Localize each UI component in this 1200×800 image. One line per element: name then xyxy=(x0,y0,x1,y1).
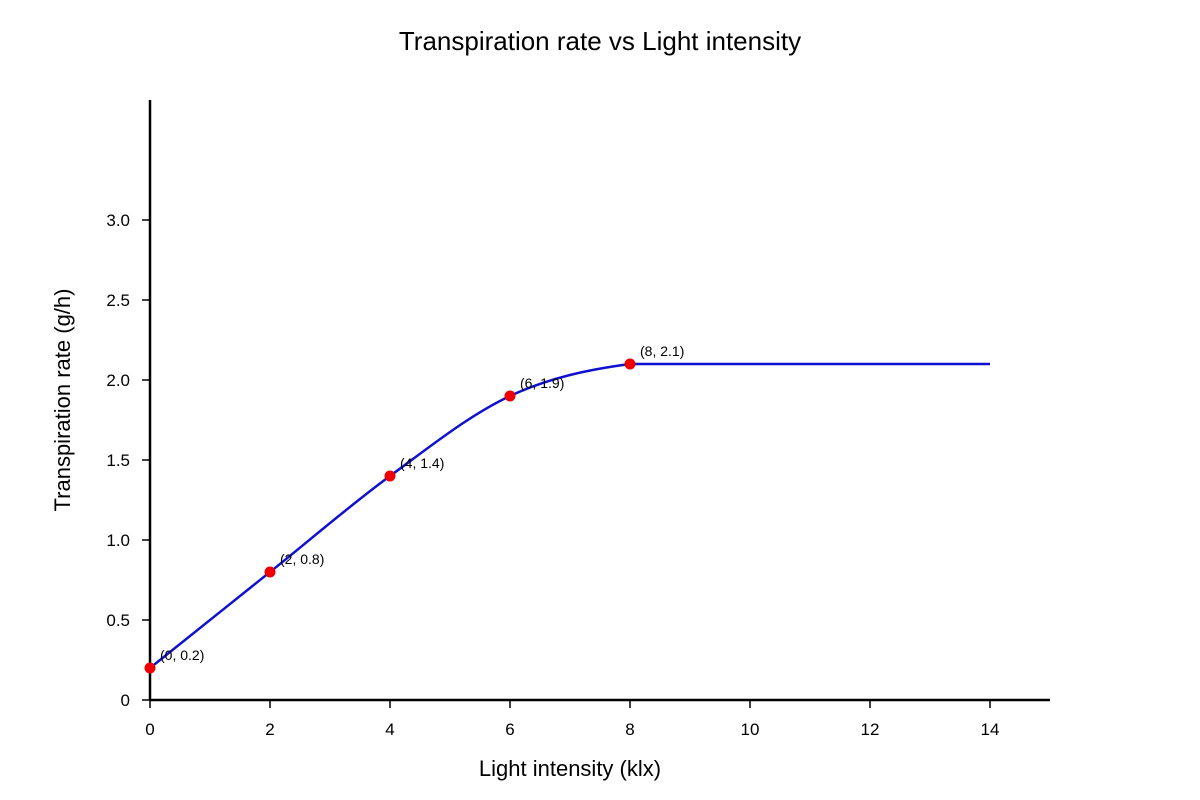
data-point xyxy=(504,390,516,402)
data-label: (4, 1.4) xyxy=(400,455,444,471)
x-tick-label: 10 xyxy=(741,720,760,739)
chart-title: Transpiration rate vs Light intensity xyxy=(399,26,801,56)
x-tick-label: 0 xyxy=(145,720,154,739)
curve-layer xyxy=(149,362,990,669)
y-axis-label: Transpiration rate (g/h) xyxy=(50,289,75,512)
x-tick-label: 2 xyxy=(265,720,274,739)
axes xyxy=(148,100,1050,702)
points-layer: (0, 0.2) (2, 0.8) (4, 1.4) (6, 1.9) (8, 2.1) xyxy=(144,343,684,674)
data-point xyxy=(384,470,396,482)
data-label: (0, 0.2) xyxy=(160,647,204,663)
y-tick-label: 2.5 xyxy=(106,291,130,310)
ticks: 0 2 4 6 8 10 12 14 0 0.5 1.0 1.5 2.0 2.5 3.0 xyxy=(106,211,999,739)
x-tick-label: 6 xyxy=(505,720,514,739)
x-axis-label: Light intensity (klx) xyxy=(479,756,661,781)
x-tick-label: 8 xyxy=(625,720,634,739)
y-tick-label: 2.0 xyxy=(106,371,130,390)
series-line xyxy=(149,362,990,669)
y-tick-label: 0.5 xyxy=(106,611,130,630)
data-point xyxy=(624,358,636,370)
x-tick-label: 12 xyxy=(861,720,880,739)
x-tick-label: 14 xyxy=(981,720,1000,739)
data-label: (2, 0.8) xyxy=(280,551,324,567)
y-tick-label: 0 xyxy=(121,691,130,710)
y-tick-label: 3.0 xyxy=(106,211,130,230)
y-tick-label: 1.5 xyxy=(106,451,130,470)
y-tick-label: 1.0 xyxy=(106,531,130,550)
data-label: (6, 1.9) xyxy=(520,375,564,391)
data-point xyxy=(264,566,276,578)
data-label: (8, 2.1) xyxy=(640,343,684,359)
data-point xyxy=(144,662,156,674)
x-tick-label: 4 xyxy=(385,720,394,739)
